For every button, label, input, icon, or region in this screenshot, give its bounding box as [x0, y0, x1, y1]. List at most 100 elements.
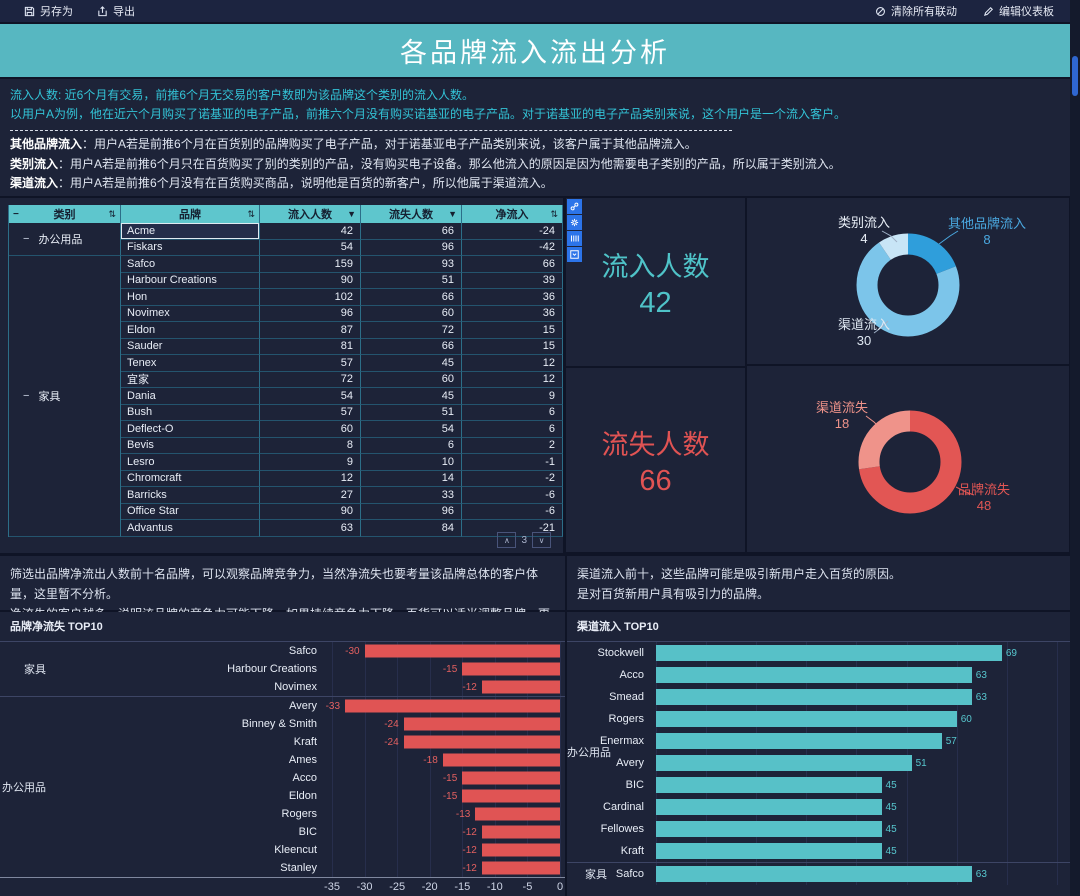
filter-dropdown-icon[interactable]: ▼ [448, 209, 457, 219]
value-cell[interactable]: 6 [462, 404, 563, 421]
brand-cell[interactable]: Bush [121, 404, 260, 421]
value-cell[interactable]: -2 [462, 470, 563, 487]
value-cell[interactable]: 15 [462, 338, 563, 355]
jump-tool-button[interactable] [567, 231, 582, 246]
table-row[interactable]: Eldon 87 72 15 [121, 322, 563, 339]
collapse-all-icon[interactable]: − [13, 208, 19, 220]
value-cell[interactable]: 66 [462, 256, 563, 273]
edit-dashboard-button[interactable]: 编辑仪表板 [983, 3, 1054, 19]
settings-tool-button[interactable] [567, 215, 582, 230]
table-row[interactable]: 宜家 72 60 12 [121, 371, 563, 388]
value-cell[interactable]: 6 [361, 437, 462, 454]
vertical-scrollbar[interactable] [1070, 0, 1080, 896]
brand-cell[interactable]: Acme [121, 223, 260, 240]
inflow-kpi-card[interactable]: 流入人数 42 [566, 198, 745, 366]
brand-cell[interactable]: Hon [121, 289, 260, 306]
brand-cell[interactable]: Bevis [121, 437, 260, 454]
bar[interactable] [656, 689, 972, 705]
value-cell[interactable]: 51 [361, 272, 462, 289]
brand-cell[interactable]: Novimex [121, 305, 260, 322]
table-row[interactable]: Chromcraft 12 14 -2 [121, 470, 563, 487]
bar[interactable] [403, 735, 560, 749]
table-row[interactable]: Lesro 9 10 -1 [121, 454, 563, 471]
value-cell[interactable]: 45 [361, 388, 462, 405]
bar[interactable] [462, 771, 560, 785]
value-cell[interactable]: 57 [260, 404, 361, 421]
value-cell[interactable]: 6 [462, 421, 563, 438]
brand-cell[interactable]: Eldon [121, 322, 260, 339]
value-cell[interactable]: 51 [361, 404, 462, 421]
bar[interactable] [656, 821, 882, 837]
value-cell[interactable]: 9 [260, 454, 361, 471]
table-row[interactable]: Bevis 8 6 2 [121, 437, 563, 454]
value-cell[interactable]: 63 [260, 520, 361, 537]
bar[interactable] [656, 843, 882, 859]
value-cell[interactable]: 12 [462, 355, 563, 372]
page-down-button[interactable]: ∨ [532, 532, 551, 548]
value-cell[interactable]: 45 [361, 355, 462, 372]
brand-cell[interactable]: Barricks [121, 487, 260, 504]
bar[interactable] [656, 645, 1002, 661]
value-cell[interactable]: 36 [462, 305, 563, 322]
outflow-kpi-card[interactable]: 流失人数 66 [566, 368, 745, 552]
table-row[interactable]: Acme 42 66 -24 [121, 223, 563, 240]
bar[interactable] [481, 680, 560, 694]
header-category[interactable]: − 类别 ⇅ [9, 205, 121, 223]
value-cell[interactable]: 54 [361, 421, 462, 438]
value-cell[interactable]: 39 [462, 272, 563, 289]
collapse-tool-button[interactable] [567, 247, 582, 262]
table-row[interactable]: Barricks 27 33 -6 [121, 487, 563, 504]
header-net[interactable]: 净流入 ⇅ [462, 205, 563, 223]
value-cell[interactable]: 60 [260, 421, 361, 438]
value-cell[interactable]: 90 [260, 503, 361, 520]
filter-dropdown-icon[interactable]: ▼ [347, 209, 356, 219]
value-cell[interactable]: 60 [361, 305, 462, 322]
table-row[interactable]: Fiskars 54 96 -42 [121, 239, 563, 256]
bar[interactable] [475, 807, 560, 821]
brand-cell[interactable]: Tenex [121, 355, 260, 372]
bar[interactable] [656, 777, 882, 793]
value-cell[interactable]: 90 [260, 272, 361, 289]
donut-segment[interactable] [856, 233, 960, 337]
bar[interactable] [481, 861, 560, 875]
value-cell[interactable]: 159 [260, 256, 361, 273]
brand-cell[interactable]: 宜家 [121, 371, 260, 388]
header-brand[interactable]: 品牌 ⇅ [121, 205, 260, 223]
value-cell[interactable]: 10 [361, 454, 462, 471]
table-row[interactable]: Deflect-O 60 54 6 [121, 421, 563, 438]
brand-cell[interactable]: Dania [121, 388, 260, 405]
value-cell[interactable]: 8 [260, 437, 361, 454]
value-cell[interactable]: 72 [260, 371, 361, 388]
table-row[interactable]: Tenex 57 45 12 [121, 355, 563, 372]
value-cell[interactable]: 57 [260, 355, 361, 372]
export-button[interactable]: 导出 [97, 3, 135, 19]
header-inflow[interactable]: 流入人数 ▼ [260, 205, 361, 223]
value-cell[interactable]: 81 [260, 338, 361, 355]
value-cell[interactable]: -24 [462, 223, 563, 240]
brand-cell[interactable]: Advantus [121, 520, 260, 537]
brand-cell[interactable]: Harbour Creations [121, 272, 260, 289]
value-cell[interactable]: 66 [361, 338, 462, 355]
value-cell[interactable]: 60 [361, 371, 462, 388]
table-row[interactable]: Safco 159 93 66 [121, 256, 563, 273]
brand-cell[interactable]: Chromcraft [121, 470, 260, 487]
table-row[interactable]: Office Star 90 96 -6 [121, 503, 563, 520]
value-cell[interactable]: -1 [462, 454, 563, 471]
brand-cell[interactable]: Safco [121, 256, 260, 273]
bar[interactable] [656, 755, 912, 771]
brand-cell[interactable]: Lesro [121, 454, 260, 471]
sort-icon[interactable]: ⇅ [247, 208, 255, 219]
brand-cell[interactable]: Office Star [121, 503, 260, 520]
sort-icon[interactable]: ⇅ [108, 208, 116, 219]
bar[interactable] [481, 825, 560, 839]
value-cell[interactable]: -21 [462, 520, 563, 537]
save-as-button[interactable]: 另存为 [24, 3, 73, 19]
value-cell[interactable]: 96 [361, 239, 462, 256]
value-cell[interactable]: 33 [361, 487, 462, 504]
header-outflow[interactable]: 流失人数 ▼ [361, 205, 462, 223]
value-cell[interactable]: 72 [361, 322, 462, 339]
value-cell[interactable]: 15 [462, 322, 563, 339]
value-cell[interactable]: 96 [260, 305, 361, 322]
value-cell[interactable]: 84 [361, 520, 462, 537]
value-cell[interactable]: 54 [260, 239, 361, 256]
